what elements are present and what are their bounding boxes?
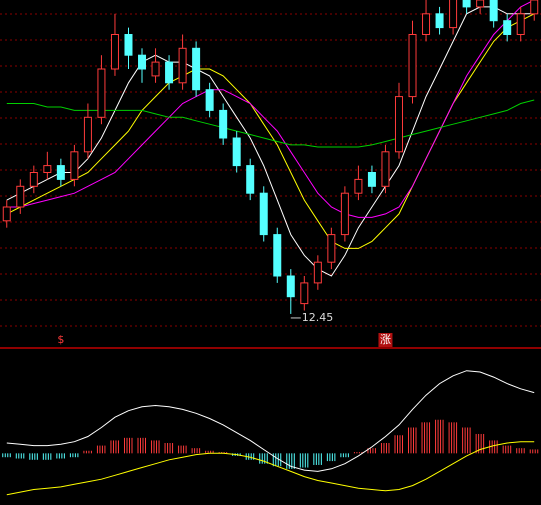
candle-body <box>516 13 525 36</box>
signal-marker: $ <box>57 333 64 346</box>
price-grid <box>0 13 541 327</box>
candle-body <box>16 185 25 208</box>
indicator-line <box>6 441 535 496</box>
candle-body <box>110 34 119 70</box>
candle-body <box>56 165 65 180</box>
candle-body <box>340 192 349 236</box>
candle-body <box>43 165 52 174</box>
candle-body <box>83 116 92 153</box>
signal-badge <box>378 333 393 347</box>
price-panel <box>2 0 539 314</box>
candle-body <box>476 0 485 8</box>
candle-body <box>219 109 228 139</box>
low-annotation: 12.45 <box>302 311 334 324</box>
candle-body <box>435 13 444 29</box>
candle-body <box>381 151 390 187</box>
signal-marker: 涨 <box>380 333 391 346</box>
candle-body <box>29 172 38 187</box>
candle-body <box>394 96 403 153</box>
candle-body <box>449 0 458 29</box>
candle-body <box>246 165 255 194</box>
candle-body <box>422 13 431 36</box>
candle-body <box>138 54 147 70</box>
candle-body <box>530 0 539 15</box>
indicator-line <box>6 370 535 472</box>
candle-body <box>165 61 174 84</box>
candle-body <box>192 47 201 91</box>
candle-body <box>367 172 376 187</box>
macd-panel <box>2 370 539 496</box>
candle-body <box>151 61 160 77</box>
indicator-line <box>6 6 535 277</box>
candle-body <box>178 47 187 84</box>
candle-body <box>70 151 79 180</box>
candle-body <box>408 34 417 98</box>
candle-body <box>232 137 241 167</box>
candle-body <box>503 20 512 36</box>
indicator-line <box>6 0 535 218</box>
candle-body <box>259 192 268 236</box>
candle-body <box>273 234 282 277</box>
candle-body <box>489 0 498 22</box>
annotations: 12.45 $ 涨 <box>57 311 393 347</box>
candle-body <box>205 89 214 111</box>
indicator-line <box>6 99 535 148</box>
candle-body <box>300 282 309 305</box>
candle-body <box>354 178 363 194</box>
candle-body <box>462 0 471 8</box>
candle-body <box>2 206 11 222</box>
candle-body <box>286 275 295 298</box>
candle-body <box>313 261 322 284</box>
candle-body <box>124 34 133 56</box>
candle-body <box>327 234 336 263</box>
candle-body <box>97 68 106 118</box>
